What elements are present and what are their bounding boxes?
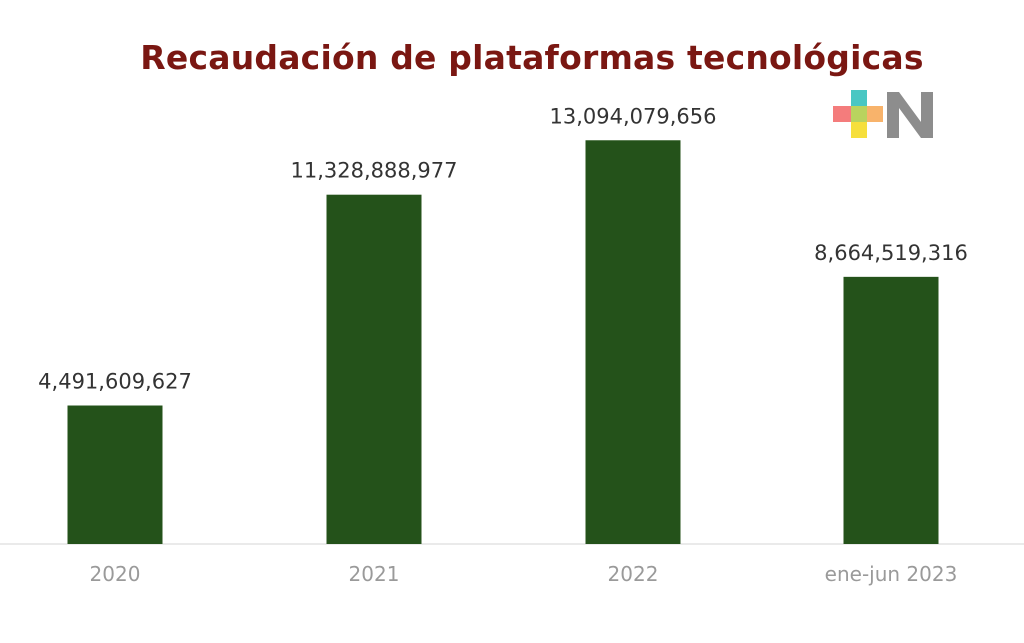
x-tick-label: 2021 bbox=[349, 562, 400, 586]
logo-square-top bbox=[851, 90, 867, 106]
x-tick-labels-group: 2020 2021 2022 ene-jun 2023 bbox=[90, 562, 958, 586]
logo-square-center bbox=[851, 106, 867, 122]
bar-ene-jun-2023 bbox=[843, 276, 939, 544]
value-label: 4,491,609,627 bbox=[38, 370, 192, 394]
x-tick-label: ene-jun 2023 bbox=[825, 562, 958, 586]
value-labels-group: 4,491,609,627 11,328,888,977 13,094,079,65… bbox=[38, 104, 968, 393]
chart-title: Recaudación de plataformas tecnológicas bbox=[140, 38, 924, 77]
logo-letter-n bbox=[887, 92, 933, 138]
logo-square-bottom bbox=[851, 122, 867, 138]
bar-2020 bbox=[67, 405, 163, 544]
logo-square-left bbox=[833, 106, 851, 122]
masn-logo-icon bbox=[833, 90, 933, 138]
x-tick-label: 2020 bbox=[90, 562, 141, 586]
x-tick-label: 2022 bbox=[608, 562, 659, 586]
bar-2021 bbox=[326, 194, 422, 544]
bars-group bbox=[67, 140, 939, 545]
value-label: 13,094,079,656 bbox=[550, 104, 717, 128]
bar-2022 bbox=[585, 140, 681, 545]
value-label: 11,328,888,977 bbox=[291, 159, 458, 183]
value-label: 8,664,519,316 bbox=[814, 241, 968, 265]
logo-square-right bbox=[867, 106, 883, 122]
